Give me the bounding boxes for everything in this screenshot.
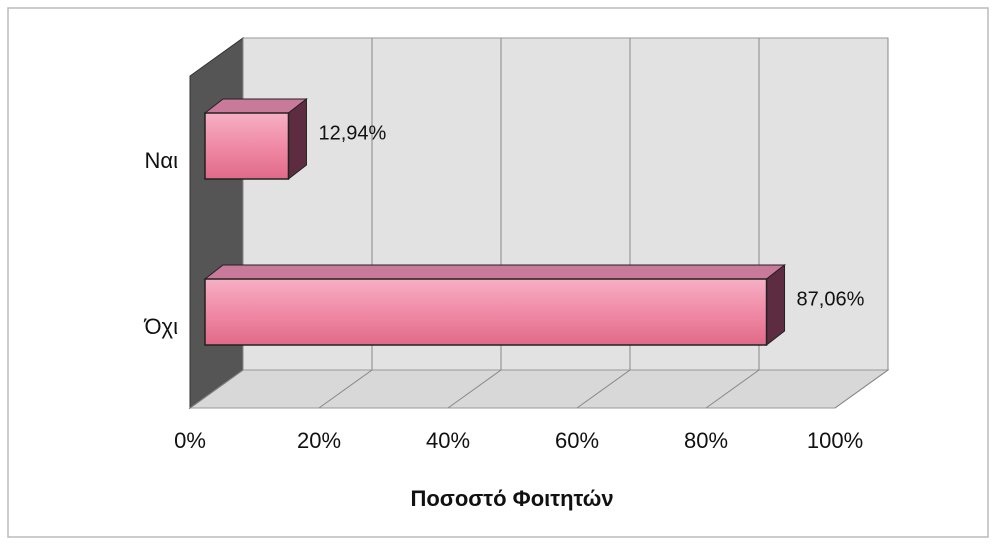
bar <box>204 278 768 346</box>
x-tick-label: 100% <box>807 428 863 453</box>
y-tick-label: Ναι <box>145 148 179 173</box>
side-wall <box>189 37 244 409</box>
grid-line <box>834 38 889 409</box>
grid-line <box>576 38 631 409</box>
bar-side <box>287 97 307 181</box>
bar-top <box>203 264 786 280</box>
bar <box>204 112 290 180</box>
x-tick-label: 40% <box>426 428 470 453</box>
x-axis-label: Ποσοστό Φοιτητών <box>410 486 613 511</box>
bar-side <box>766 263 786 347</box>
x-tick-label: 60% <box>555 428 599 453</box>
value-label: 12,94% <box>318 122 386 144</box>
grid-line <box>705 38 760 409</box>
x-tick-label: 80% <box>684 428 728 453</box>
grid-line <box>447 38 502 409</box>
value-label: 87,06% <box>797 288 865 310</box>
grid-line <box>318 38 373 409</box>
x-tick-label: 0% <box>174 428 206 453</box>
y-tick-label: Όχι <box>144 314 179 339</box>
bars <box>203 97 786 347</box>
x-tick-label: 20% <box>297 428 341 453</box>
floor <box>188 369 890 409</box>
